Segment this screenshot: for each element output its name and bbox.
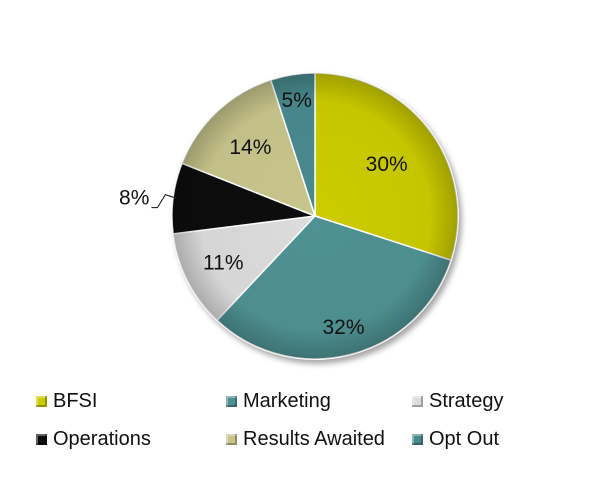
legend: BFSI Marketing Strategy Operations Resul… xyxy=(36,390,596,450)
legend-label: Operations xyxy=(53,427,151,450)
legend-label: Strategy xyxy=(429,389,504,412)
legend-item-results-awaited: Results Awaited xyxy=(226,428,412,450)
legend-label: Opt Out xyxy=(429,427,500,450)
legend-item-strategy: Strategy xyxy=(412,390,592,412)
legend-swatch xyxy=(412,395,423,407)
legend-label: Results Awaited xyxy=(243,427,385,450)
legend-swatch xyxy=(226,433,237,445)
legend-swatch xyxy=(412,433,423,445)
data-label-results-awaited: 14% xyxy=(229,136,271,159)
data-label-bfsi: 30% xyxy=(366,153,408,176)
data-label-marketing: 32% xyxy=(322,316,364,339)
legend-swatch xyxy=(36,433,47,445)
legend-item-marketing: Marketing xyxy=(226,390,412,412)
legend-swatch xyxy=(36,395,47,407)
legend-item-operations: Operations xyxy=(36,428,226,450)
legend-label: BFSI xyxy=(53,389,98,412)
data-label-operations: 8% xyxy=(119,187,149,210)
pie-labels: 30% 32% 11% 8% 14% 5% xyxy=(119,89,408,339)
legend-item-opt-out: Opt Out xyxy=(412,428,592,450)
data-label-strategy: 11% xyxy=(203,252,243,275)
data-label-opt-out: 5% xyxy=(282,89,312,112)
legend-label: Marketing xyxy=(243,389,331,412)
legend-swatch xyxy=(226,395,237,407)
leader-line xyxy=(151,194,178,209)
legend-item-bfsi: BFSI xyxy=(36,390,226,412)
pie-slices xyxy=(171,72,459,360)
